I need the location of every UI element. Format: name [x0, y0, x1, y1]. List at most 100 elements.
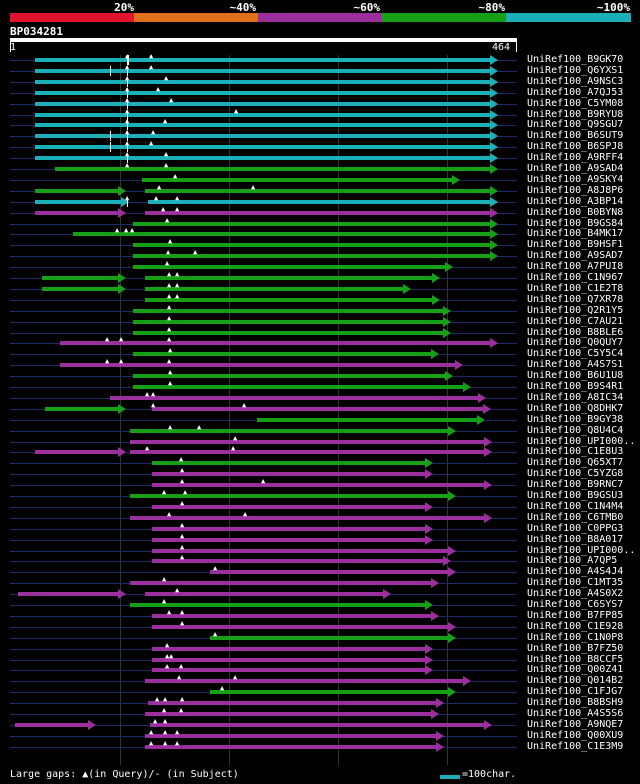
hit-label[interactable]: UniRef100_B9RNC7 [527, 479, 624, 491]
hit-label[interactable]: UniRef100_C1N967 [527, 272, 624, 283]
hit-label[interactable]: UniRef100_C1N0P8 [527, 631, 624, 643]
hit-row[interactable]: ▲ UniRef100_C1E928 [0, 619, 640, 633]
hit-row[interactable]: ▲ ▲ UniRef100_C5YM08 [0, 96, 640, 110]
hit-label[interactable]: UniRef100_C6TMB0 [527, 511, 624, 523]
hit-row[interactable]: ▲ ▲ UniRef100_A9SAD7 [0, 249, 640, 262]
hit-label[interactable]: UniRef100_A4S4J4 [527, 566, 624, 578]
hit-label[interactable]: UniRef100_A9SAD4 [527, 163, 624, 174]
hit-row[interactable]: ▲ ▲ UniRef100_B9GSU3 [0, 489, 640, 502]
hit-label[interactable]: UniRef100_B6SUT9 [527, 130, 624, 142]
hit-row[interactable]: ▲ UniRef100_UPI000.. [0, 543, 640, 557]
hit-label[interactable]: UniRef100_A7QJ53 [527, 86, 624, 98]
hit-label[interactable]: UniRef100_A9NSC3 [527, 75, 624, 87]
hit-label[interactable]: UniRef100_Q7XR78 [527, 293, 624, 305]
hit-label[interactable]: UniRef100_C1MT35 [527, 577, 624, 589]
hit-label[interactable]: UniRef100_Q8DHK7 [527, 402, 624, 414]
hit-label[interactable]: UniRef100_C1N4M4 [527, 500, 624, 512]
hit-label[interactable]: UniRef100_C1E2T8 [527, 282, 624, 294]
hit-row[interactable]: ▲ ▲ UniRef100_B6SPJ8 [0, 140, 640, 153]
hit-label[interactable]: UniRef100_B9GY38 [527, 413, 624, 425]
hit-row[interactable]: ▲ ▲ UniRef100_B8CCF5 [0, 652, 640, 666]
hit-row[interactable]: ▲ ▲ UniRef100_Q8U4C4 [0, 423, 640, 437]
hit-row[interactable]: ▲ UniRef100_Q2R1Y5 [0, 303, 640, 317]
hit-row[interactable]: ▲ UniRef100_B7FZ50 [0, 641, 640, 655]
hit-row[interactable]: ▲ UniRef100_C1MT35 [0, 576, 640, 589]
hit-row[interactable]: ▲ ▲ UniRef100_Q7XR78 [0, 292, 640, 306]
hit-label[interactable]: UniRef100_B7FZ50 [527, 642, 624, 654]
hit-label[interactable]: UniRef100_C1E8U3 [527, 446, 624, 458]
hit-row[interactable]: ▲ ▲ UniRef100_B9RYU8 [0, 107, 640, 121]
hit-label[interactable]: UniRef100_Q9SGU7 [527, 119, 624, 131]
hit-row[interactable]: ▲ UniRef100_C1N0P8 [0, 630, 640, 644]
hit-row[interactable]: ▲ UniRef100_A7PUI8 [0, 260, 640, 273]
hit-label[interactable]: UniRef100_B8BSH9 [527, 697, 624, 709]
hit-row[interactable]: ▲ UniRef100_UPI000.. [0, 434, 640, 448]
hit-row[interactable]: ▲ UniRef100_A4S0X2 [0, 587, 640, 600]
hit-label[interactable]: UniRef100_C1FJG7 [527, 686, 624, 698]
hit-label[interactable]: UniRef100_Q00Z41 [527, 664, 624, 676]
hit-row[interactable]: ▲ ▲ UniRef100_A9NQE7 [0, 717, 640, 731]
hit-row[interactable]: ▲ ▲ UniRef100_A9NSC3 [0, 74, 640, 88]
hit-label[interactable]: UniRef100_B9GSU3 [527, 490, 624, 501]
hit-label[interactable]: UniRef100_C1E3M9 [527, 740, 624, 752]
hit-label[interactable]: UniRef100_Q2R1Y5 [527, 304, 624, 316]
hit-label[interactable]: UniRef100_C6SYS7 [527, 599, 624, 610]
hit-row[interactable]: ▲ UniRef100_C7AU21 [0, 314, 640, 328]
hit-label[interactable]: UniRef100_B7FP85 [527, 609, 624, 621]
hit-row[interactable]: ▲ ▲ UniRef100_B9RNC7 [0, 478, 640, 491]
hit-label[interactable]: UniRef100_C5Y5C4 [527, 348, 624, 360]
hit-row[interactable]: ▲ ▲ UniRef100_A4S5S6 [0, 707, 640, 720]
hit-row[interactable]: ▲ ▲ ▲ UniRef100_A4S7S1 [0, 358, 640, 371]
hit-row[interactable]: ▲ ▲ ▲ UniRef100_Q0QUY7 [0, 336, 640, 349]
hit-label[interactable]: UniRef100_B9GS84 [527, 217, 624, 229]
hit-label[interactable]: UniRef100_B6U1U8 [527, 370, 624, 382]
hit-row[interactable]: ▲ UniRef100_Q65XT7 [0, 456, 640, 469]
hit-label[interactable]: UniRef100_C1E928 [527, 620, 624, 632]
hit-label[interactable]: UniRef100_A7PUI8 [527, 261, 624, 273]
hit-label[interactable]: UniRef100_UPI000.. [527, 544, 636, 556]
hit-label[interactable]: UniRef100_A4S0X2 [527, 588, 624, 600]
hit-label[interactable]: UniRef100_B4MK17 [527, 228, 624, 240]
hit-label[interactable]: UniRef100_A8IC34 [527, 391, 624, 403]
hit-row[interactable]: ▲ ▲ UniRef100_Q9SGU7 [0, 118, 640, 131]
hit-row[interactable]: ▲ ▲ ▲ UniRef100_B4MK17 [0, 227, 640, 240]
hit-row[interactable]: ▲ ▲ UniRef100_Q6YXS1 [0, 63, 640, 77]
hit-row[interactable]: ▲ ▲ UniRef100_C1E2T8 [0, 281, 640, 295]
hit-label[interactable]: UniRef100_Q014B2 [527, 675, 624, 687]
hit-row[interactable]: ▲ UniRef100_C5YZG8 [0, 467, 640, 480]
hit-label[interactable]: UniRef100_B9S4R1 [527, 381, 624, 392]
hit-row[interactable]: ▲ ▲ UniRef100_Q8DHK7 [0, 401, 640, 415]
hit-label[interactable]: UniRef100_A9SAD7 [527, 250, 624, 262]
hit-label[interactable]: UniRef100_C5YZG8 [527, 468, 624, 480]
hit-row[interactable]: ▲ ▲ UniRef100_Q014B2 [0, 674, 640, 687]
hit-label[interactable]: UniRef100_B8BLE6 [527, 326, 624, 338]
hit-label[interactable]: UniRef100_A4S5S6 [527, 708, 624, 719]
hit-label[interactable]: UniRef100_C0PPG3 [527, 522, 624, 534]
hit-label[interactable]: UniRef100_A3BP14 [527, 195, 624, 207]
hit-row[interactable]: ▲ ▲ UniRef100_B6SUT9 [0, 129, 640, 142]
hit-label[interactable]: UniRef100_B9RYU8 [527, 108, 624, 120]
hit-label[interactable]: UniRef100_A9SKY4 [527, 173, 624, 185]
hit-row[interactable]: ▲ UniRef100_B9S4R1 [0, 380, 640, 393]
hit-row[interactable]: ▲ ▲ UniRef100_A8J8P6 [0, 183, 640, 197]
hit-row[interactable]: ▲ ▲ UniRef100_B7FP85 [0, 608, 640, 622]
hit-row[interactable]: ▲ ▲ UniRef100_C1N967 [0, 271, 640, 284]
hit-row[interactable]: ▲ UniRef100_B8A017 [0, 532, 640, 546]
hit-label[interactable]: UniRef100_Q65XT7 [527, 457, 624, 469]
hit-row[interactable]: ▲ UniRef100_B9GS84 [0, 216, 640, 230]
hit-row[interactable]: ▲ ▲ ▲ UniRef100_C1E3M9 [0, 739, 640, 753]
hit-row[interactable]: UniRef100_B9GY38 [0, 413, 640, 426]
hit-row[interactable]: ▲ ▲ UniRef100_C6TMB0 [0, 510, 640, 524]
hit-row[interactable]: ▲ UniRef100_C1FJG7 [0, 685, 640, 698]
hit-row[interactable]: ▲ ▲ UniRef100_Q00Z41 [0, 663, 640, 676]
hit-label[interactable]: UniRef100_B8A017 [527, 533, 624, 545]
hit-row[interactable]: ▲ ▲ UniRef100_A9RFF4 [0, 151, 640, 164]
hit-row[interactable]: ▲ UniRef100_B6U1U8 [0, 369, 640, 382]
hit-row[interactable]: ▲ UniRef100_A9SKY4 [0, 172, 640, 186]
hit-label[interactable]: UniRef100_Q00XU9 [527, 729, 624, 741]
hit-row[interactable]: ▲ UniRef100_B9HSF1 [0, 238, 640, 251]
hit-label[interactable]: UniRef100_B0BYN8 [527, 206, 624, 218]
hit-label[interactable]: UniRef100_B6SPJ8 [527, 141, 624, 153]
hit-label[interactable]: UniRef100_C5YM08 [527, 97, 624, 109]
hit-row[interactable]: ▲ ▲ UniRef100_B0BYN8 [0, 205, 640, 219]
